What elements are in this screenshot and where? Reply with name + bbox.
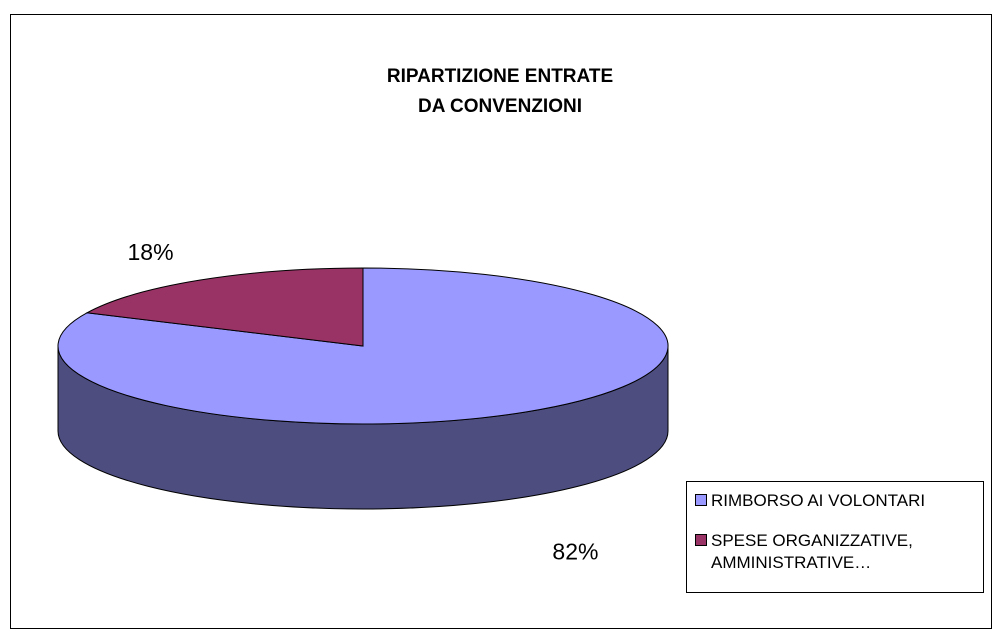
pie: 82% 18%: [57, 239, 669, 564]
legend-entry: SPESE ORGANIZZATIVE, AMMINISTRATIVE…: [695, 530, 975, 574]
legend-label: SPESE ORGANIZZATIVE, AMMINISTRATIVE…: [711, 531, 913, 572]
pie-slice: [85, 267, 364, 347]
data-label: 18%: [128, 239, 174, 265]
chart-title: RIPARTIZIONE ENTRATE DA CONVENZIONI: [386, 66, 614, 117]
legend-swatch: [695, 494, 707, 506]
legend-label: RIMBORSO AI VOLONTARI: [711, 491, 926, 510]
chart-border: [10, 14, 992, 629]
legend: RIMBORSO AI VOLONTARI SPESE ORGANIZZATIVE…: [686, 481, 984, 593]
data-label: 82%: [552, 538, 598, 564]
legend-entry: RIMBORSO AI VOLONTARI: [695, 490, 975, 512]
legend-swatch: [695, 534, 707, 546]
